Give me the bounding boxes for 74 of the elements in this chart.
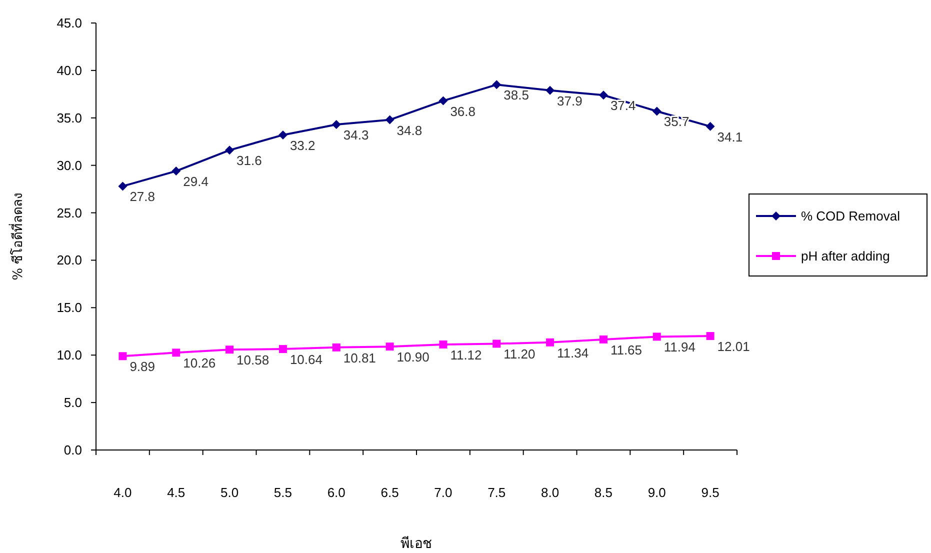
data-label: 35.7 [664, 114, 690, 130]
point [386, 342, 394, 351]
x-tick-label: 8.5 [594, 485, 612, 500]
point [118, 352, 127, 360]
y-tick-label: 35.0 [56, 110, 82, 126]
data-label: 11.12 [450, 347, 482, 362]
x-tick-label: 5.5 [274, 485, 292, 500]
x-tick-label: 9.0 [648, 485, 666, 500]
data-label: 37.9 [557, 93, 582, 108]
y-tick-label: 5.0 [64, 395, 82, 410]
y-tick-label: 10.0 [56, 348, 82, 363]
x-tick-label: 6.5 [380, 485, 399, 500]
y-tick-label: 45.0 [56, 16, 82, 30]
data-label: 10.26 [183, 356, 216, 371]
data-label: 10.64 [290, 352, 323, 368]
point [332, 343, 340, 352]
x-tick-label: 8.0 [541, 485, 560, 500]
data-label: 31.6 [236, 153, 262, 168]
y-axis-title: % ซีโอดีที่ลดลง [9, 192, 26, 280]
data-label: 29.4 [183, 174, 208, 190]
point [172, 348, 180, 357]
point [172, 166, 181, 176]
data-label: 10.90 [396, 350, 430, 365]
point [385, 115, 394, 124]
data-label: 12.01 [717, 339, 750, 354]
y-tick-label: 20.0 [56, 252, 82, 268]
data-label: 11.20 [504, 346, 536, 362]
data-label: 34.8 [396, 122, 422, 138]
y-tick-label: 40.0 [56, 62, 82, 78]
data-label: 36.8 [450, 104, 476, 119]
data-label: 27.8 [130, 189, 156, 204]
point [546, 338, 554, 346]
point [438, 96, 448, 106]
point [492, 80, 502, 90]
x-axis-title: พีเอช [400, 536, 432, 552]
point [546, 86, 555, 95]
data-label: 9.89 [130, 359, 156, 374]
data-label: 34.1 [717, 129, 743, 144]
point [226, 346, 234, 354]
data-label: 11.94 [664, 340, 696, 355]
data-label: 10.81 [343, 350, 376, 366]
point [278, 130, 288, 140]
legend-label: pH after adding [801, 248, 890, 264]
data-label: 33.2 [290, 138, 316, 153]
x-tick-label: 7.5 [488, 485, 506, 500]
point [492, 340, 501, 348]
x-tick-label: 7.0 [434, 485, 452, 500]
point [225, 146, 234, 155]
data-label: 37.4 [610, 98, 636, 114]
point [652, 106, 662, 116]
data-label: 11.34 [557, 345, 589, 360]
data-label: 34.3 [343, 128, 369, 143]
legend-label: % COD Removal [801, 208, 900, 224]
x-tick-label: 4.0 [114, 485, 132, 500]
point [706, 122, 715, 131]
x-tick-label: 9.5 [701, 485, 720, 500]
data-label: 11.65 [610, 342, 642, 358]
point [332, 120, 341, 130]
point [598, 90, 608, 100]
point [652, 332, 661, 341]
y-tick-label: 0.0 [64, 442, 82, 458]
data-label: 10.58 [236, 352, 270, 368]
data-label: 38.5 [504, 88, 529, 103]
point [706, 332, 714, 340]
x-tick-label: 4.5 [167, 485, 186, 500]
x-tick-label: 5.0 [220, 485, 239, 500]
y-tick-label: 25.0 [56, 205, 82, 220]
point [599, 335, 608, 344]
y-tick-label: 15.0 [56, 300, 82, 316]
point [439, 340, 448, 348]
x-tick-label: 6.0 [327, 485, 346, 500]
point [278, 345, 287, 354]
point [118, 182, 128, 191]
y-tick-label: 30.0 [56, 158, 82, 173]
